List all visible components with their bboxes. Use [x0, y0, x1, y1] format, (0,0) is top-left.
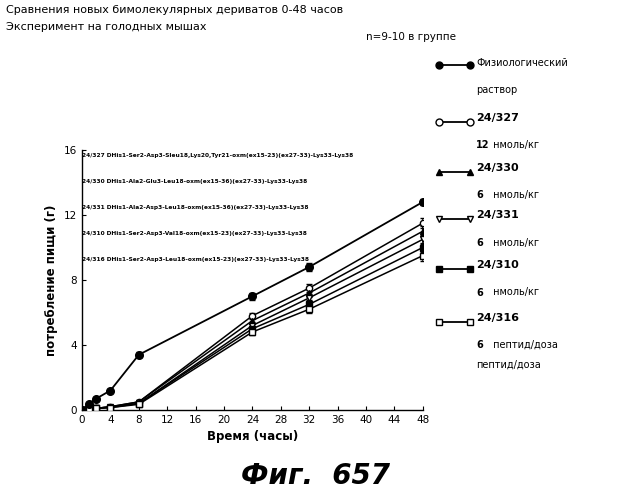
Text: 24/330 DHis1-Ala2-Glu3-Leu18-oxm(ex15-36)(ex27-33)-Lys33-Lys38: 24/330 DHis1-Ala2-Glu3-Leu18-oxm(ex15-36…: [82, 178, 307, 184]
Y-axis label: потребление пищи (г): потребление пищи (г): [45, 204, 58, 356]
Text: нмоль/кг: нмоль/кг: [490, 140, 540, 150]
Text: пептид/доза: пептид/доза: [476, 360, 541, 370]
Text: нмоль/кг: нмоль/кг: [490, 288, 540, 298]
Text: 24/316 DHis1-Ser2-Asp3-Leu18-oxm(ex15-23)(ex27-33)-Lys33-Lys38: 24/316 DHis1-Ser2-Asp3-Leu18-oxm(ex15-23…: [82, 256, 309, 262]
Text: раствор: раствор: [476, 85, 517, 95]
Text: 12: 12: [476, 140, 490, 150]
Text: 24/331: 24/331: [476, 210, 519, 220]
Text: Эксперимент на голодных мышах: Эксперимент на голодных мышах: [6, 22, 207, 32]
Text: 6: 6: [476, 340, 483, 350]
Text: 24/331 DHis1-Ala2-Asp3-Leu18-oxm(ex15-36)(ex27-33)-Lys33-Lys38: 24/331 DHis1-Ala2-Asp3-Leu18-oxm(ex15-36…: [82, 204, 309, 210]
X-axis label: Время (часы): Время (часы): [207, 430, 298, 444]
Text: 24/327: 24/327: [476, 112, 519, 122]
Text: 24/327 DHis1-Ser2-Asp3-Sleu18,Lys20,Tyr21-oxm(ex15-23)(ex27-33)-Lys33-Lys38: 24/327 DHis1-Ser2-Asp3-Sleu18,Lys20,Tyr2…: [82, 152, 353, 158]
Text: 24/330: 24/330: [476, 162, 519, 172]
Text: пептид/доза: пептид/доза: [490, 340, 558, 350]
Text: нмоль/кг: нмоль/кг: [490, 190, 540, 200]
Text: n=9-10 в группе: n=9-10 в группе: [366, 32, 456, 42]
Text: нмоль/кг: нмоль/кг: [490, 238, 540, 248]
Text: 6: 6: [476, 238, 483, 248]
Text: Физиологический: Физиологический: [476, 58, 568, 68]
Text: Сравнения новых бимолекулярных дериватов 0-48 часов: Сравнения новых бимолекулярных дериватов…: [6, 5, 343, 15]
Text: Фиг.  657: Фиг. 657: [241, 462, 390, 490]
Text: 6: 6: [476, 288, 483, 298]
Text: 24/316: 24/316: [476, 312, 519, 322]
Text: 24/310 DHis1-Ser2-Asp3-Val18-oxm(ex15-23)(ex27-33)-Lys33-Lys38: 24/310 DHis1-Ser2-Asp3-Val18-oxm(ex15-23…: [82, 230, 307, 235]
Text: 24/310: 24/310: [476, 260, 519, 270]
Text: 6: 6: [476, 190, 483, 200]
